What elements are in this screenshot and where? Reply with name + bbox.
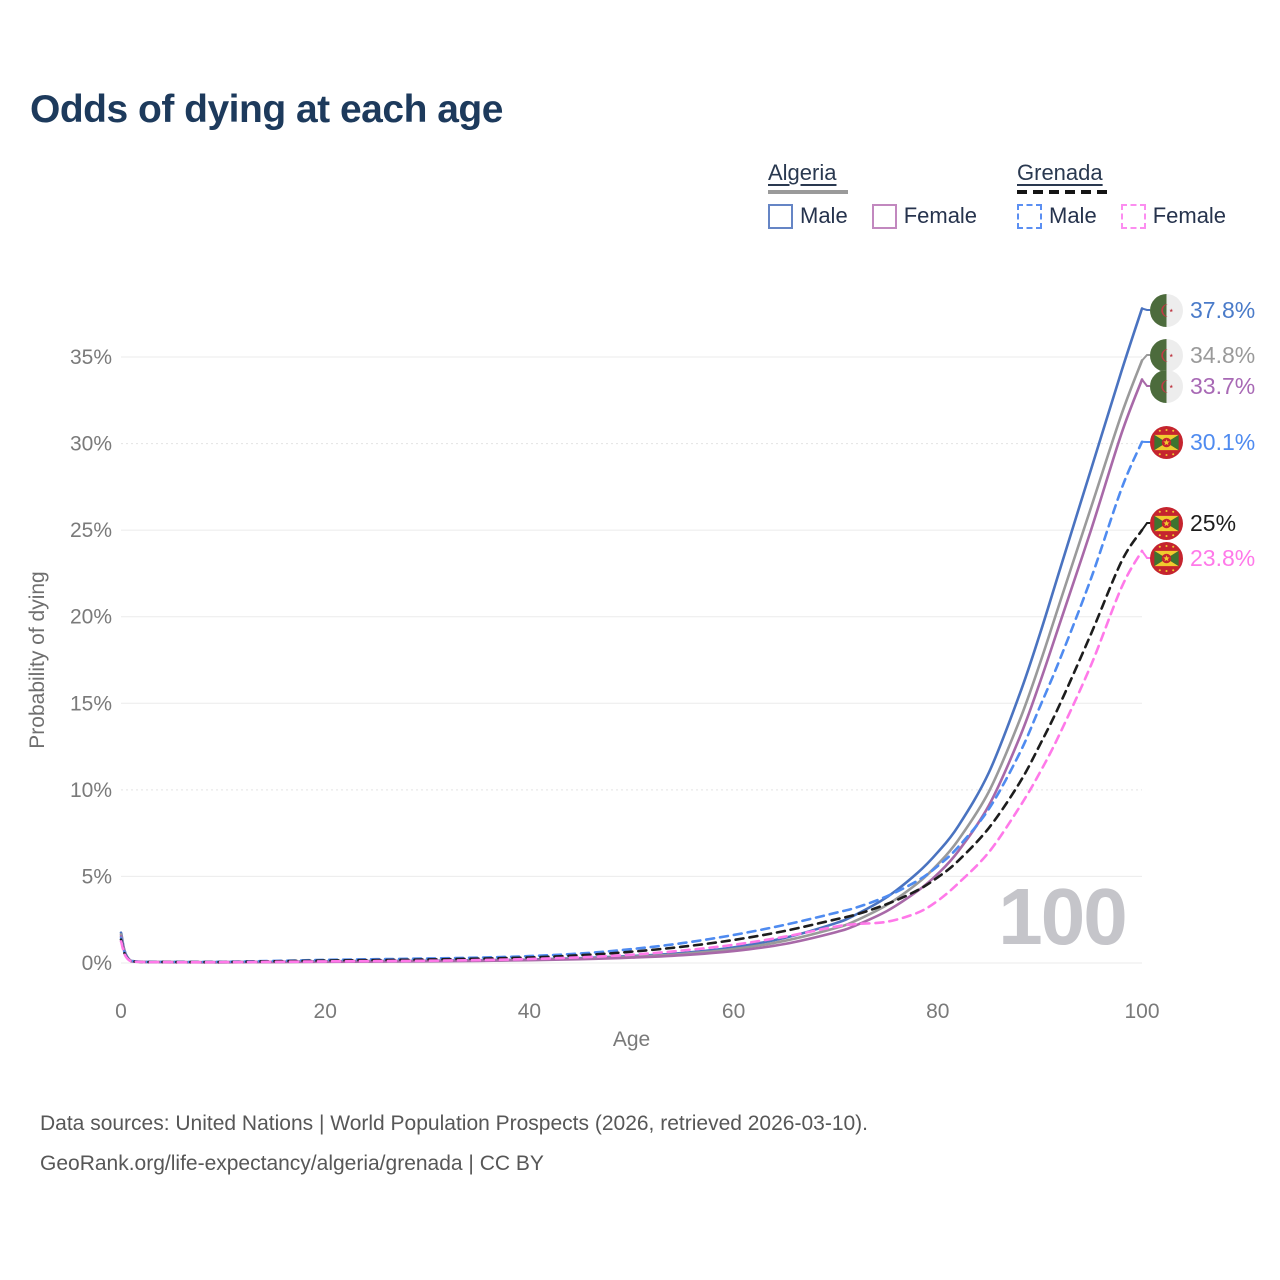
legend-group-algeria: Algeria Male Female — [768, 160, 977, 229]
legend-group-grenada: Grenada Male Female — [1017, 160, 1226, 229]
x-tick-label-20: 20 — [314, 1000, 337, 1023]
algeria-flag-icon — [1150, 294, 1183, 327]
grenada-line-swatch — [1017, 190, 1109, 194]
end-label-algeria-female: 33.7% — [1150, 370, 1255, 403]
y-tick-label-5: 5% — [82, 865, 112, 888]
x-tick-label-60: 60 — [722, 1000, 745, 1023]
y-tick-label-10: 10% — [70, 779, 112, 802]
y-tick-label-25: 25% — [70, 519, 112, 542]
end-connector-algeria-male — [1141, 307, 1151, 311]
footer-source-line: Data sources: United Nations | World Pop… — [40, 1112, 869, 1135]
legend-label-algeria-female: Female — [903, 203, 978, 228]
series-path-grenada — [119, 528, 1144, 964]
grenada-female-swatch-icon — [1120, 203, 1146, 229]
series-path-algeria — [119, 359, 1144, 964]
series-path-algeria-female — [119, 378, 1144, 964]
grenada-flag-icon — [1150, 507, 1183, 540]
end-connector-grenada — [1141, 522, 1151, 531]
x-axis-title: Age — [613, 1028, 650, 1051]
algeria-line-swatch — [768, 190, 848, 194]
legend-label-grenada-female: Female — [1152, 203, 1227, 228]
end-label-grenada-male: 30.1% — [1150, 426, 1255, 459]
legend-item-algeria-male[interactable]: Male — [768, 203, 848, 229]
grenada-male-swatch-icon — [1017, 203, 1042, 229]
x-tick-label-80: 80 — [926, 1000, 949, 1023]
end-label-algeria-male: 37.8% — [1150, 294, 1255, 327]
y-tick-label-35: 35% — [70, 346, 112, 369]
footer-attribution-line: GeoRank.org/life-expectancy/algeria/gren… — [40, 1152, 544, 1175]
series-path-grenada-female — [119, 549, 1144, 964]
footer: Data sources: United Nations | World Pop… — [40, 1104, 868, 1184]
page-title: Odds of dying at each age — [30, 88, 503, 131]
algeria-flag-icon — [1150, 370, 1183, 403]
legend-country-grenada[interactable]: Grenada — [1017, 160, 1103, 185]
algeria-female-swatch-icon — [871, 203, 897, 229]
end-label-value: 34.8% — [1190, 342, 1256, 368]
end-label-grenada-female: 23.8% — [1150, 542, 1255, 575]
x-tick-label-40: 40 — [518, 1000, 541, 1023]
series-path-algeria-male — [119, 307, 1144, 964]
end-label-algeria-both: 34.8% — [1150, 339, 1255, 372]
legend-country-algeria[interactable]: Algeria — [768, 160, 837, 185]
algeria-flag-icon — [1150, 339, 1183, 372]
end-label-value: 33.7% — [1190, 373, 1256, 399]
series-path-grenada-male — [119, 440, 1144, 964]
end-connector-algeria-female — [1141, 378, 1151, 387]
y-axis-title: Probability of dying — [26, 571, 49, 748]
end-connector-grenada-female — [1141, 550, 1151, 559]
grenada-flag-icon — [1150, 426, 1183, 459]
legend-label-grenada-male: Male — [1049, 203, 1097, 228]
algeria-male-swatch-icon — [768, 203, 793, 229]
end-label-value: 30.1% — [1190, 429, 1256, 455]
end-label-value: 23.8% — [1190, 545, 1256, 571]
x-tick-label-100: 100 — [1124, 1000, 1159, 1023]
y-tick-label-15: 15% — [70, 692, 112, 715]
legend-item-grenada-female[interactable]: Female — [1120, 203, 1227, 229]
legend-item-grenada-male[interactable]: Male — [1017, 203, 1097, 229]
y-tick-label-30: 30% — [70, 433, 112, 456]
watermark-age-100: 100 — [998, 872, 1125, 961]
x-tick-label-0: 0 — [115, 1000, 127, 1023]
y-tick-label-20: 20% — [70, 606, 112, 629]
legend-label-algeria-male: Male — [800, 203, 848, 228]
legend-item-algeria-female[interactable]: Female — [871, 203, 978, 229]
end-connector-algeria — [1141, 354, 1151, 362]
y-tick-label-0: 0% — [82, 952, 112, 975]
grenada-flag-icon — [1150, 542, 1183, 575]
end-label-value: 25% — [1190, 510, 1237, 536]
end-label-grenada-both: 25% — [1150, 507, 1236, 540]
end-label-value: 37.8% — [1190, 297, 1256, 323]
